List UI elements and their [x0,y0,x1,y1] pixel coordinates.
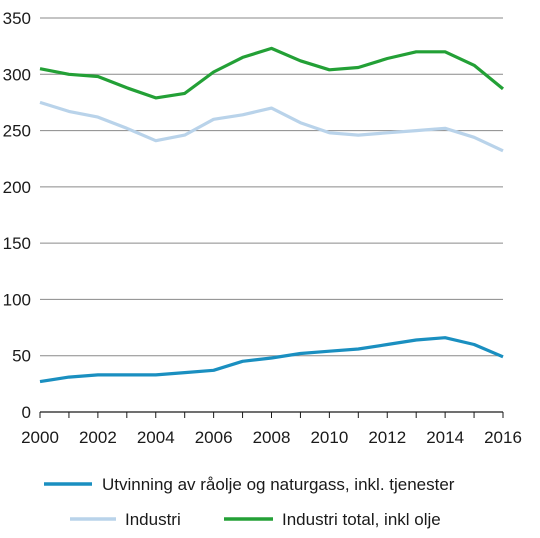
x-tick-label: 2016 [484,428,522,447]
x-tick-label: 2014 [426,428,464,447]
legend-label: Utvinning av råolje og naturgass, inkl. … [102,475,455,494]
x-tick-label: 2012 [368,428,406,447]
legend-label: Industri total, inkl olje [282,510,441,529]
y-tick-labels: 0 50 100 150 200 250 300 350 [3,9,31,422]
y-tick-label: 250 [3,122,31,141]
x-tick-labels: 2000 2002 2004 2006 2008 2010 2012 2014 2016 [21,428,522,447]
y-tick-label: 150 [3,234,31,253]
y-tick-label: 0 [22,403,31,422]
axes [39,411,504,418]
series-line [39,46,505,100]
y-tick-label: 200 [3,178,31,197]
series-line [39,336,504,384]
series-line [39,100,504,153]
x-tick-label: 2010 [310,428,348,447]
series-lines [39,46,505,384]
x-tick-label: 2004 [137,428,175,447]
x-tick-label: 2002 [79,428,117,447]
x-tick-label: 2006 [195,428,233,447]
gridlines [40,17,503,357]
legend-label: Industri [125,510,181,529]
x-tick-label: 2008 [253,428,291,447]
y-tick-label: 350 [3,9,31,28]
y-tick-label: 50 [12,347,31,366]
x-tick-label: 2000 [21,428,59,447]
legend: Utvinning av råolje og naturgass, inkl. … [44,475,455,529]
y-tick-label: 300 [3,65,31,84]
y-tick-label: 100 [3,290,31,309]
